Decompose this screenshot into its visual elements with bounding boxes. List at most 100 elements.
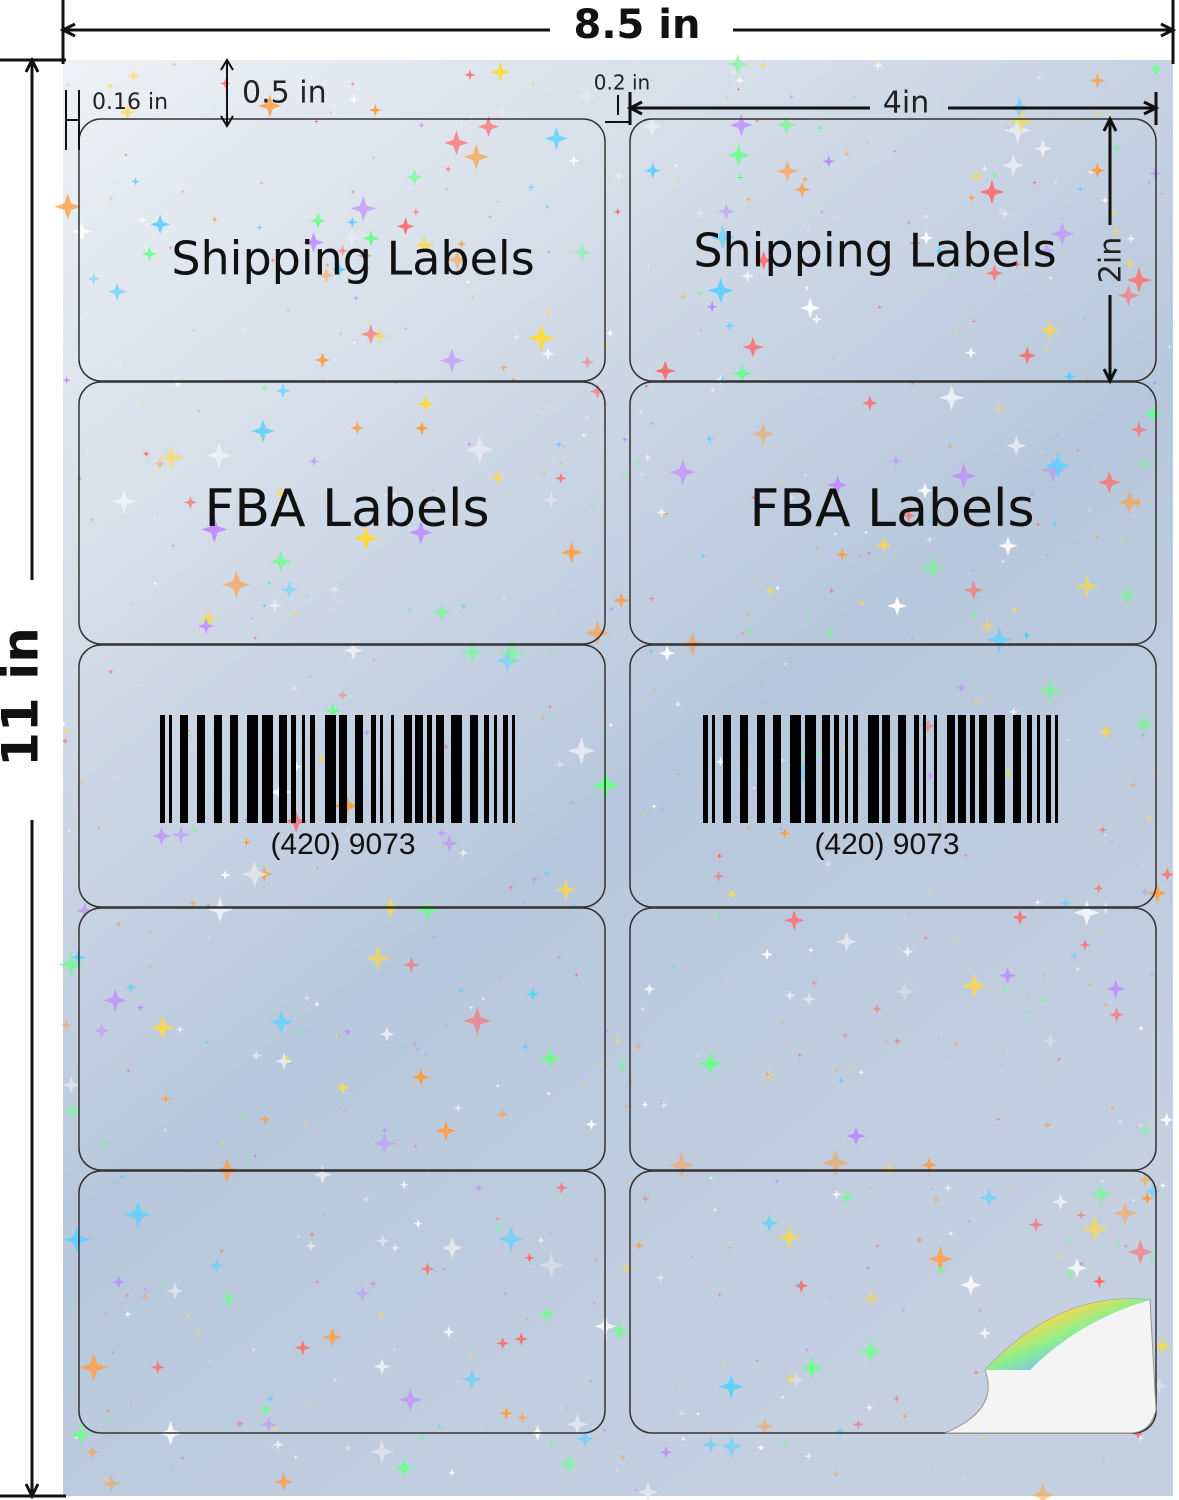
star [1076,1210,1087,1221]
star [576,1429,594,1448]
star [206,935,211,940]
star [376,1234,390,1248]
barcode-bar [822,715,830,823]
star [290,761,302,773]
star [874,60,879,66]
star [296,1234,301,1239]
star [1159,1112,1174,1127]
star [573,903,578,908]
star [238,1115,245,1122]
star [640,115,663,138]
label-height-dimension: 2in [1094,237,1129,283]
barcode-bar [947,715,955,823]
star [919,230,934,246]
star [474,1183,483,1192]
star [893,1394,901,1403]
star [705,434,714,443]
star [127,69,140,83]
star [823,859,833,869]
star [804,1347,809,1352]
star [369,1439,394,1464]
star [468,1005,474,1010]
star [947,1230,954,1237]
star [746,825,751,831]
star [804,1452,813,1461]
star [453,1103,463,1113]
star [219,1290,238,1309]
star [342,229,361,247]
star [599,1062,604,1067]
star [612,170,625,183]
star [79,1353,108,1382]
star [211,1229,217,1235]
star [589,383,606,399]
star [588,1379,593,1384]
star [481,996,486,1002]
star [1037,241,1057,261]
star [362,229,380,247]
star [142,450,150,458]
star [437,1424,443,1430]
star [803,473,808,478]
star [345,828,350,833]
star [441,1267,447,1272]
barcode-bar [1013,715,1021,823]
star [584,414,590,420]
star [477,115,500,138]
star [251,1050,262,1061]
star [947,444,953,450]
star [124,1200,152,1229]
star [118,363,123,368]
star [717,1292,722,1298]
star [1100,1179,1105,1184]
star [1149,167,1162,180]
star [626,1180,632,1186]
star [170,543,176,548]
barcode-bar [1027,715,1032,823]
star [1034,139,1052,158]
star [503,1291,508,1296]
star [312,1165,333,1185]
star [197,617,215,635]
star [1065,737,1071,743]
star [525,1317,530,1322]
star [674,1386,679,1391]
star [66,829,72,834]
star [1117,284,1140,307]
star [801,175,809,184]
star [328,110,333,115]
star [536,1236,545,1245]
star [849,848,854,853]
star [305,1240,317,1252]
star [394,380,399,385]
star [63,728,70,734]
star [614,208,622,216]
star [775,755,787,766]
star [895,982,915,1002]
star [527,324,556,353]
star [54,193,82,220]
barcode-text: (420) 9073 [270,828,415,861]
star [343,1027,352,1036]
star [253,91,258,96]
star [1126,234,1136,244]
star [546,250,551,255]
star [799,297,821,319]
star [864,1264,872,1272]
star [362,1195,370,1203]
star [676,771,681,776]
star [604,169,609,174]
star [309,1231,316,1238]
star [160,1093,171,1104]
star [935,246,944,256]
star [615,1060,629,1074]
star [1044,452,1071,479]
star [963,580,984,600]
barcode-bar [923,715,926,823]
star [1093,109,1102,117]
star [399,1180,409,1190]
star [350,81,356,87]
star [111,488,137,514]
barcodes [160,715,1058,823]
star [463,144,489,170]
